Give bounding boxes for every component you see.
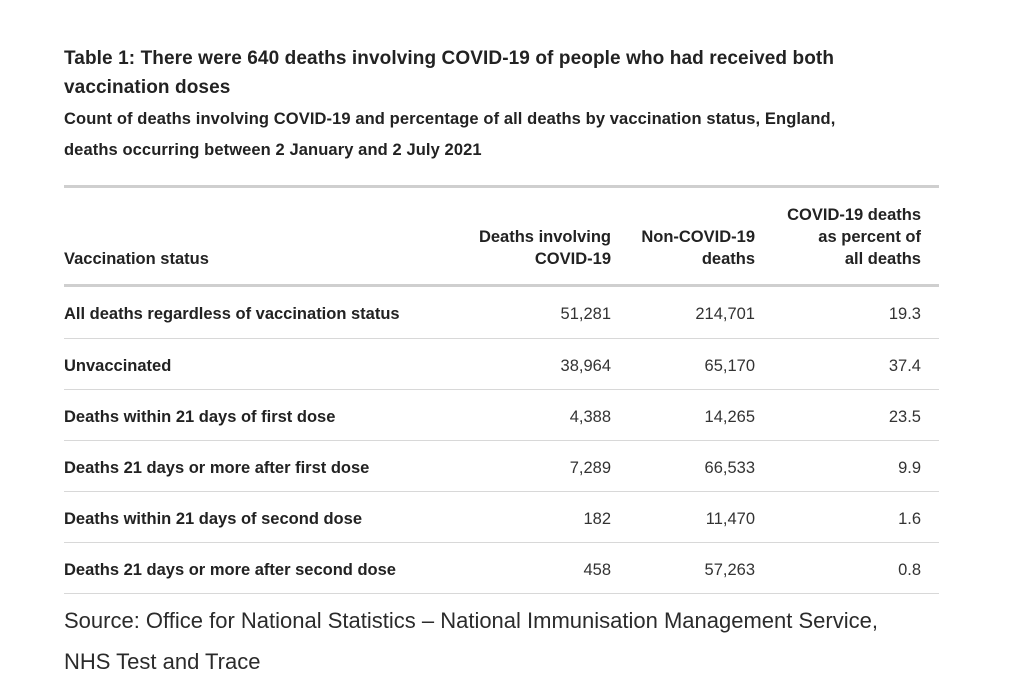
row-covid-deaths: 38,964 [560, 357, 611, 375]
table-title: Table 1: There were 640 deaths involving… [64, 44, 939, 102]
header-covid-line-2: COVID-19 [534, 250, 611, 268]
source-line-2: NHS Test and Trace [64, 649, 261, 674]
table-header: Vaccination status Deaths involving COVI… [64, 188, 939, 284]
row-covid-deaths: 7,289 [569, 459, 611, 477]
table-row: Deaths within 21 days of first dose 4,38… [64, 390, 939, 441]
row-noncovid-deaths: 11,470 [705, 510, 755, 528]
table-subtitle: Count of deaths involving COVID-19 and p… [64, 104, 939, 166]
row-status: Unvaccinated [64, 357, 172, 375]
table-row: Deaths within 21 days of second dose 182… [64, 492, 939, 543]
header-noncovid-line-2: deaths [701, 250, 755, 268]
row-covid-deaths: 458 [583, 561, 611, 579]
row-covid-percent: 23.5 [888, 408, 921, 426]
header-divider [64, 284, 939, 287]
source-line-1: Source: Office for National Statistics –… [64, 608, 878, 633]
header-pct-line-1: COVID-19 deaths [787, 206, 921, 224]
header-covid-line-1: Deaths involving [478, 228, 611, 246]
row-status: Deaths within 21 days of first dose [64, 408, 336, 426]
row-covid-deaths: 182 [583, 510, 611, 528]
row-status: Deaths within 21 days of second dose [64, 510, 362, 528]
row-covid-percent: 1.6 [898, 510, 921, 528]
table-subtitle-line-2: deaths occurring between 2 January and 2… [64, 141, 482, 159]
header-vaccination-status-label: Vaccination status [64, 250, 209, 268]
table-row: All deaths regardless of vaccination sta… [64, 287, 939, 339]
row-covid-deaths: 4,388 [569, 408, 611, 426]
header-noncovid-line-1: Non-COVID-19 [641, 228, 755, 246]
header-covid-percent: COVID-19 deaths as percent of all deaths [787, 204, 921, 270]
table-row: Deaths 21 days or more after first dose … [64, 441, 939, 492]
row-covid-percent: 0.8 [898, 561, 921, 579]
row-covid-deaths: 51,281 [560, 305, 611, 323]
row-status: All deaths regardless of vaccination sta… [64, 305, 400, 323]
header-vaccination-status: Vaccination status [64, 248, 209, 270]
row-covid-percent: 9.9 [898, 459, 921, 477]
row-status: Deaths 21 days or more after second dose [64, 561, 396, 579]
row-noncovid-deaths: 65,170 [704, 357, 755, 375]
table-row: Unvaccinated 38,964 65,170 37.4 [64, 339, 939, 390]
row-covid-percent: 19.3 [888, 305, 921, 323]
table-title-line-1: Table 1: There were 640 deaths involving… [64, 48, 835, 69]
row-noncovid-deaths: 214,701 [695, 305, 755, 323]
header-pct-line-3: all deaths [844, 250, 921, 268]
table-subtitle-line-1: Count of deaths involving COVID-19 and p… [64, 110, 836, 128]
header-deaths-involving-covid: Deaths involving COVID-19 [479, 226, 611, 270]
header-pct-line-2: as percent of [818, 228, 921, 246]
table-title-line-2: vaccination doses [64, 77, 231, 98]
row-noncovid-deaths: 57,263 [704, 561, 755, 579]
row-status: Deaths 21 days or more after first dose [64, 459, 370, 477]
table-source-note: Source: Office for National Statistics –… [64, 600, 944, 682]
table-top-divider [64, 185, 939, 188]
header-non-covid-deaths: Non-COVID-19 deaths [641, 226, 755, 270]
row-covid-percent: 37.4 [888, 357, 921, 375]
row-noncovid-deaths: 14,265 [704, 408, 755, 426]
table-row: Deaths 21 days or more after second dose… [64, 543, 939, 594]
table-container: Table 1: There were 640 deaths involving… [64, 44, 939, 682]
row-noncovid-deaths: 66,533 [704, 459, 755, 477]
